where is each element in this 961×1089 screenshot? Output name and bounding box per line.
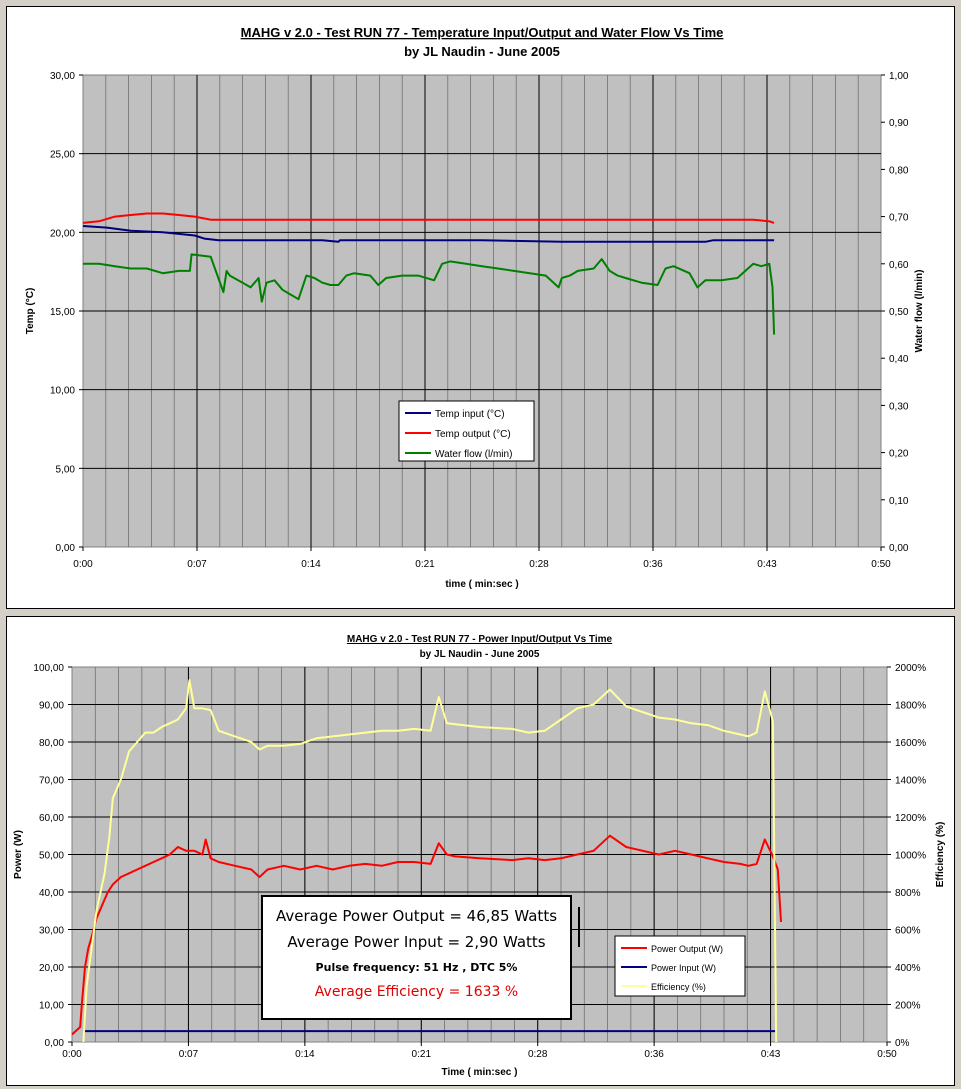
- y-tick-label: 10,00: [50, 386, 75, 397]
- x-tick-label: 0:36: [643, 559, 663, 570]
- y-tick-label: 100,00: [33, 663, 64, 674]
- series-line-1: [82, 212, 775, 224]
- x-tick-label: 0:14: [301, 559, 321, 570]
- y-axis-label: Temp (°C): [25, 288, 36, 335]
- y-tick-label: 40,00: [39, 888, 64, 899]
- y2-tick-label: 1,00: [889, 71, 909, 82]
- legend-label-1: Power Input (W): [651, 963, 716, 973]
- legend-label-0: Temp input (°C): [435, 409, 505, 420]
- legend-label-1: Temp output (°C): [435, 429, 511, 440]
- y-tick-label: 70,00: [39, 776, 64, 787]
- y2-tick-label: 800%: [895, 888, 921, 899]
- y-axis-label: Power (W): [13, 830, 24, 879]
- chart-subtitle: by JL Naudin - June 2005: [404, 44, 560, 59]
- stats-avg-output: Average Power Output = 46,85 Watts: [275, 907, 558, 925]
- y2-tick-label: 0,50: [889, 307, 909, 318]
- x-tick-label: 0:07: [179, 1049, 199, 1060]
- power-chart-panel: MAHG v 2.0 - Test RUN 77 - Power Input/O…: [6, 616, 955, 1086]
- x-axis-label: time ( min:sec ): [445, 579, 518, 590]
- series-line-2: [83, 253, 776, 335]
- y-tick-label: 90,00: [39, 701, 64, 712]
- y2-tick-label: 0,70: [889, 213, 909, 224]
- y2-tick-label: 400%: [895, 963, 921, 974]
- y2-tick-label: 200%: [895, 1001, 921, 1012]
- stats-box: Average Power Output = 46,85 Watts Avera…: [261, 895, 572, 1020]
- x-tick-label: 0:28: [529, 559, 549, 570]
- y-tick-label: 10,00: [39, 1001, 64, 1012]
- x-tick-label: 0:00: [73, 559, 93, 570]
- y2-tick-label: 1600%: [895, 738, 926, 749]
- legend-label-2: Water flow (l/min): [435, 449, 512, 460]
- y2-tick-label: 0,20: [889, 449, 909, 460]
- legend-label-2: Efficiency (%): [651, 982, 706, 992]
- y-tick-label: 20,00: [50, 228, 75, 239]
- legend-label-0: Power Output (W): [651, 944, 723, 954]
- y2-tick-label: 1200%: [895, 813, 926, 824]
- y2-tick-label: 0,60: [889, 260, 909, 271]
- x-tick-label: 0:14: [295, 1049, 315, 1060]
- y-tick-label: 20,00: [39, 963, 64, 974]
- y-tick-label: 25,00: [50, 150, 75, 161]
- x-tick-label: 0:50: [871, 559, 891, 570]
- y2-tick-label: 0,90: [889, 118, 909, 129]
- y2-tick-label: 2000%: [895, 663, 926, 674]
- y-tick-label: 50,00: [39, 851, 64, 862]
- stats-pulse-frequency: Pulse frequency: 51 Hz , DTC 5%: [315, 961, 518, 974]
- y-tick-label: 15,00: [50, 307, 75, 318]
- x-tick-label: 0:43: [757, 559, 777, 570]
- series-line-0: [71, 834, 782, 1036]
- temperature-chart: MAHG v 2.0 - Test RUN 77 - Temperature I…: [25, 25, 925, 590]
- chart-title: MAHG v 2.0 - Test RUN 77 - Power Input/O…: [347, 634, 613, 645]
- temperature-chart-panel: MAHG v 2.0 - Test RUN 77 - Temperature I…: [6, 6, 955, 609]
- y2-axis-label: Efficiency (%): [935, 822, 946, 888]
- y-tick-label: 30,00: [50, 71, 75, 82]
- y2-tick-label: 0%: [895, 1038, 910, 1049]
- y2-tick-label: 0,30: [889, 401, 909, 412]
- y-tick-label: 0,00: [45, 1038, 65, 1049]
- y2-axis-label: Water flow (l/min): [914, 270, 925, 353]
- x-tick-label: 0:21: [415, 559, 435, 570]
- y-tick-label: 0,00: [56, 543, 76, 554]
- y-tick-label: 60,00: [39, 813, 64, 824]
- legend-box: [398, 400, 535, 462]
- y-tick-label: 80,00: [39, 738, 64, 749]
- stats-avg-input: Average Power Input = 2,90 Watts: [287, 933, 546, 951]
- y2-tick-label: 600%: [895, 926, 921, 937]
- y2-tick-label: 1000%: [895, 851, 926, 862]
- x-tick-label: 0:07: [187, 559, 207, 570]
- y2-tick-label: 0,80: [889, 165, 909, 176]
- y2-tick-label: 0,40: [889, 354, 909, 365]
- x-axis-label: Time ( min:sec ): [442, 1067, 518, 1078]
- y2-tick-label: 1400%: [895, 776, 926, 787]
- chart-subtitle: by JL Naudin - June 2005: [420, 649, 540, 660]
- x-tick-label: 0:43: [761, 1049, 781, 1060]
- y-tick-label: 5,00: [56, 464, 76, 475]
- x-tick-label: 0:28: [528, 1049, 548, 1060]
- x-tick-label: 0:36: [644, 1049, 664, 1060]
- series-line-2: [82, 679, 778, 1043]
- y2-tick-label: 1800%: [895, 701, 926, 712]
- y-tick-label: 30,00: [39, 926, 64, 937]
- x-tick-label: 0:50: [877, 1049, 897, 1060]
- stats-avg-efficiency: Average Efficiency = 1633 %: [314, 984, 519, 1000]
- y2-tick-label: 0,00: [889, 543, 909, 554]
- x-tick-label: 0:00: [62, 1049, 82, 1060]
- series-line-0: [82, 225, 775, 243]
- x-tick-label: 0:21: [412, 1049, 432, 1060]
- chart-title: MAHG v 2.0 - Test RUN 77 - Temperature I…: [241, 25, 724, 40]
- y2-tick-label: 0,10: [889, 496, 909, 507]
